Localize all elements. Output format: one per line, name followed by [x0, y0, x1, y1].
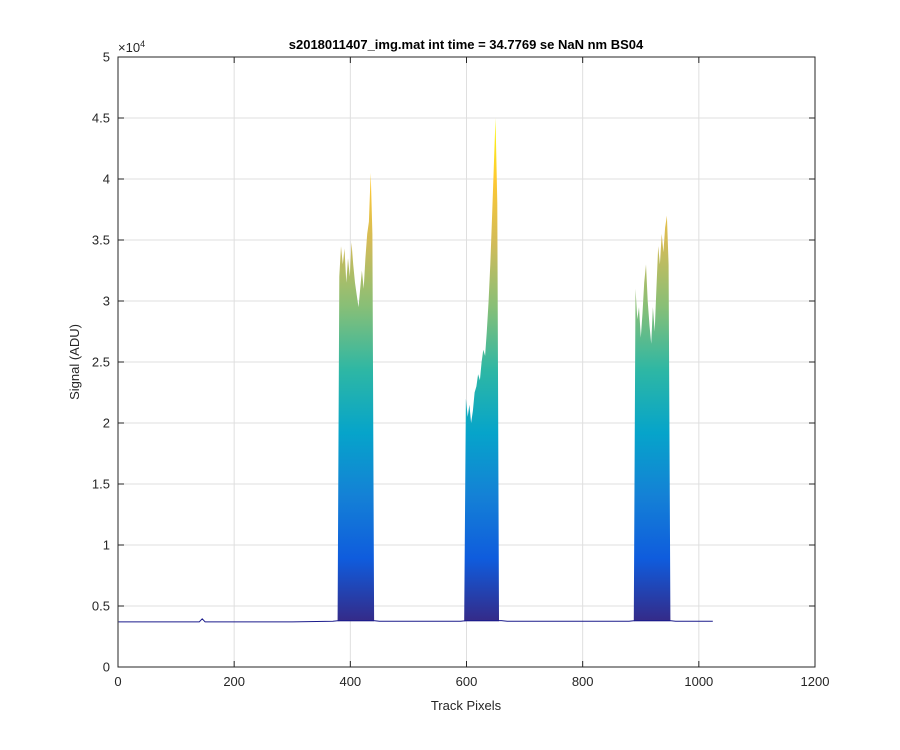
- signal-peak-3: [633, 215, 671, 622]
- y-tick-label: 4: [103, 172, 110, 187]
- y-tick-label: 4.5: [92, 111, 110, 126]
- baseline-layer: [118, 618, 713, 623]
- x-tick-label: 800: [572, 674, 594, 689]
- y-exponent-label: ×104: [118, 39, 145, 55]
- y-tick-label: 5: [103, 50, 110, 65]
- signal-peak-2: [464, 118, 499, 622]
- y-axis-ticks: 0 0.5 1 1.5 2 2.5 3 3.5 4 4.5 5: [92, 50, 815, 675]
- y-exponent-power: 4: [140, 39, 145, 49]
- x-tick-label: 1200: [801, 674, 830, 689]
- x-tick-label: 400: [339, 674, 361, 689]
- grid-lines: [118, 57, 815, 667]
- y-tick-label: 2.5: [92, 355, 110, 370]
- y-tick-label: 0.5: [92, 599, 110, 614]
- series-layer: [337, 118, 671, 622]
- x-axis-ticks: 0 200 400 600 800 1000 1200: [114, 57, 829, 689]
- signal-peak-1: [337, 172, 375, 622]
- y-tick-label: 1: [103, 538, 110, 553]
- y-tick-label: 3: [103, 294, 110, 309]
- chart-title: s2018011407_img.mat int time = 34.7769 s…: [289, 37, 644, 52]
- x-axis-label: Track Pixels: [431, 698, 502, 713]
- y-tick-label: 2: [103, 416, 110, 431]
- x-tick-label: 200: [223, 674, 245, 689]
- y-axis-label: Signal (ADU): [67, 324, 82, 400]
- x-tick-label: 1000: [684, 674, 713, 689]
- y-exponent-base: ×10: [118, 40, 140, 55]
- y-tick-label: 0: [103, 660, 110, 675]
- y-tick-label: 3.5: [92, 233, 110, 248]
- x-tick-label: 0: [114, 674, 121, 689]
- y-tick-label: 1.5: [92, 477, 110, 492]
- baseline-signal-line: [118, 618, 713, 623]
- x-tick-label: 600: [456, 674, 478, 689]
